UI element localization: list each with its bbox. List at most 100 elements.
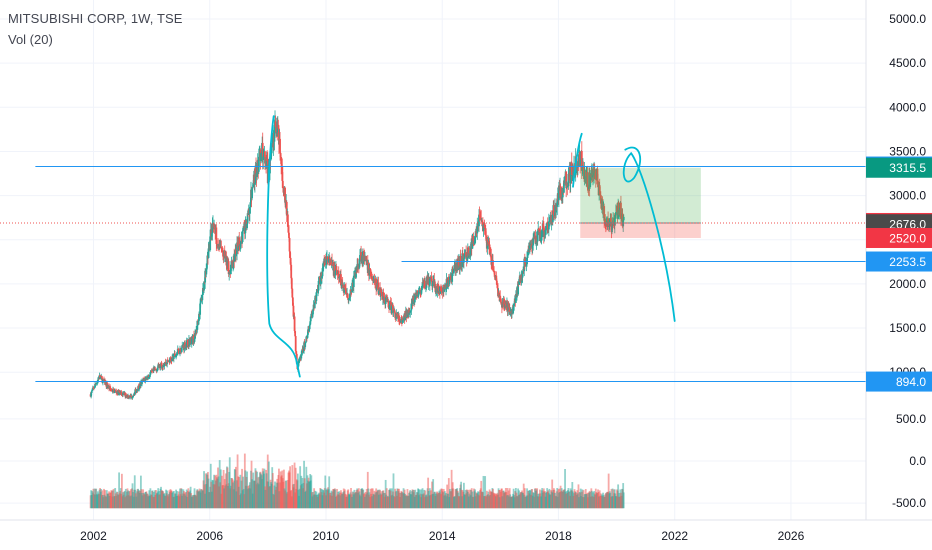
candle-body	[534, 235, 537, 244]
candle-body	[131, 395, 133, 398]
candle-body	[362, 251, 365, 255]
candle-body	[316, 289, 319, 291]
candle-body	[582, 165, 585, 171]
price-label-badge[interactable]	[866, 371, 932, 392]
volume-bar	[241, 468, 243, 509]
candle-body	[608, 221, 611, 226]
candle-body	[227, 261, 230, 275]
candle-body	[306, 334, 309, 339]
volume-bar	[484, 476, 487, 509]
candle-body	[186, 339, 189, 346]
candle-body	[234, 250, 237, 256]
price-tick-label: 1500.0	[889, 321, 926, 335]
candle-body	[236, 242, 239, 247]
candle-body	[384, 297, 387, 304]
candle-body	[526, 251, 529, 258]
candle-body	[552, 205, 555, 216]
long-position-tool[interactable]	[0, 167, 866, 238]
price-tick-label: 4000.0	[889, 100, 926, 114]
candle-body	[467, 247, 470, 258]
volume-bar	[219, 469, 222, 509]
candle-body	[538, 230, 541, 235]
candle-body	[133, 392, 136, 395]
candle-body	[215, 227, 218, 244]
candle-body	[420, 290, 423, 294]
candle-body	[312, 304, 315, 310]
candle-body	[453, 265, 456, 269]
candle-body	[317, 290, 319, 292]
candle-body	[421, 287, 423, 291]
freehand-stroke[interactable]	[622, 146, 676, 322]
candle-body	[556, 201, 559, 207]
volume-indicator-label[interactable]: Vol (20)	[8, 32, 53, 47]
candle-body	[112, 388, 115, 390]
freehand-stroke[interactable]	[266, 115, 301, 378]
candle-body	[583, 171, 586, 179]
price-label-text: 2520.0	[889, 231, 926, 245]
time-tick-label: 2010	[313, 529, 340, 543]
candle-body	[281, 166, 284, 181]
horizontal-lines[interactable]	[35, 166, 866, 383]
candle-body	[378, 290, 380, 295]
volume-bar	[238, 476, 241, 509]
candle-body	[617, 202, 620, 214]
volume-bar	[384, 479, 387, 509]
candle-body	[266, 158, 269, 162]
candle-body	[352, 275, 355, 288]
candle-body	[475, 231, 478, 233]
candle-body	[337, 270, 340, 279]
freehand-drawings[interactable]	[266, 115, 676, 378]
candle-body	[359, 255, 361, 260]
candle-body	[120, 393, 123, 395]
candle-body	[300, 353, 303, 359]
candle-body	[408, 312, 411, 315]
candle-body	[525, 262, 527, 266]
candle-body	[171, 357, 174, 362]
profit-zone[interactable]	[580, 167, 701, 223]
candle-body	[607, 218, 609, 222]
candle-body	[392, 310, 395, 313]
price-axis[interactable]: 5000.04500.04000.03500.03000.02500.02000…	[865, 0, 932, 520]
freehand-stroke[interactable]	[572, 132, 583, 188]
candle-body	[220, 246, 223, 248]
candle-body	[602, 208, 604, 210]
candle-body	[98, 378, 100, 380]
candle-body	[235, 253, 238, 256]
candle-body	[91, 387, 94, 390]
candle-body	[199, 301, 202, 304]
loss-zone[interactable]	[580, 222, 701, 238]
candle-body	[107, 386, 109, 388]
price-label-badge[interactable]	[866, 227, 932, 248]
volume-bar	[239, 474, 242, 509]
candle-body	[521, 271, 524, 278]
candle-body	[232, 267, 234, 269]
candle-body	[203, 281, 205, 291]
candle-body	[398, 315, 400, 322]
candle-body	[244, 221, 247, 234]
volume-bar	[266, 454, 269, 509]
candle-body	[313, 302, 316, 306]
candle-body	[549, 220, 551, 222]
candle-body	[148, 374, 151, 378]
candle-body	[308, 329, 311, 332]
candle-body	[563, 180, 565, 193]
candle-body	[398, 321, 401, 323]
volume-bar	[294, 467, 297, 509]
candle-body	[372, 280, 375, 282]
price-label-badge[interactable]	[866, 251, 932, 272]
candle-body	[585, 176, 588, 184]
candle-body	[479, 216, 482, 217]
candle-body	[265, 158, 268, 167]
volume-bar	[607, 473, 610, 509]
candle-body	[362, 251, 365, 264]
price-label-badge[interactable]	[866, 157, 932, 178]
candle-body	[144, 378, 147, 381]
candle-body	[358, 259, 361, 268]
candle-body	[528, 245, 531, 249]
time-axis[interactable]: 2002 2006 2010 2014 2018 2022 2026	[0, 519, 932, 550]
candle-body	[395, 312, 398, 319]
candle-body	[270, 153, 273, 160]
symbol-title[interactable]: MITSUBISHI CORP, 1W, TSE	[8, 11, 183, 26]
candle-body	[449, 276, 451, 281]
